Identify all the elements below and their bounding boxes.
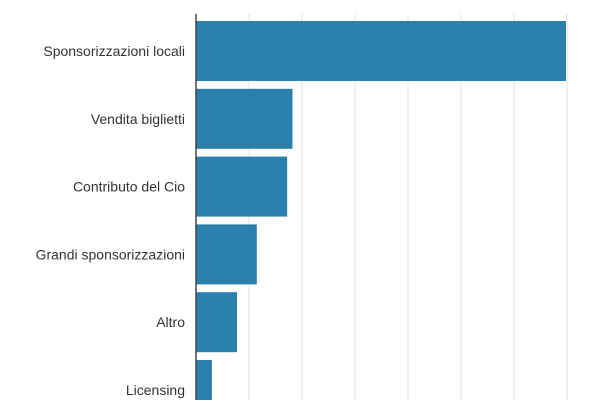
- bar-licensing: [196, 360, 212, 400]
- category-label: Contributo del Cio: [73, 179, 185, 195]
- category-label: Vendita biglietti: [91, 111, 185, 127]
- category-label: Altro: [156, 314, 185, 330]
- category-labels: Sponsorizzazioni locali Vendita biglietti…: [36, 43, 186, 398]
- bar-contributo-del-cio: [196, 156, 288, 217]
- bar-sponsorizzazioni-locali: [196, 21, 566, 81]
- category-label: Grandi sponsorizzazioni: [36, 246, 185, 262]
- category-label: Sponsorizzazioni locali: [43, 43, 185, 59]
- category-label: Licensing: [126, 382, 185, 398]
- bar-grandi-sponsorizzazioni: [196, 224, 257, 285]
- bar-vendita-biglietti: [196, 88, 293, 149]
- bars: [196, 21, 566, 400]
- bar-altro: [196, 292, 237, 353]
